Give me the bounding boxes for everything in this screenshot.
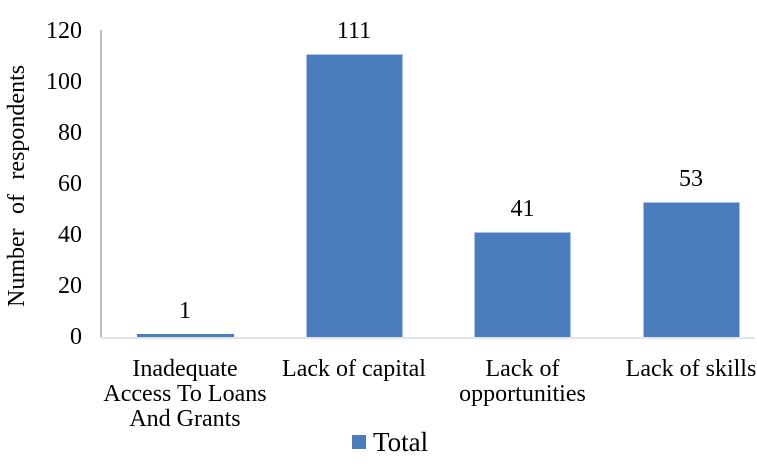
category-label-line: Inadequate [132,356,238,382]
category-label-line: Access To Loans [103,381,267,407]
category-label-line: And Grants [129,406,241,432]
category-label: Lack of capital [264,357,444,382]
bar-1 [136,334,234,337]
bar-value-label: 111 [336,17,372,44]
y-tick-label: 120 [46,18,82,44]
bar-value-label: 41 [510,196,535,223]
category-label-line: Lack of skills [625,356,757,382]
bar-2 [305,53,403,337]
y-tick-label: 80 [58,120,82,146]
legend-total-label: Total [373,427,429,457]
category-label: Lack of skills [601,357,757,382]
y-tick-label: 0 [70,324,82,350]
x-axis-line [100,337,754,339]
bar-value-label: 53 [679,165,703,192]
category-label: Inadequate Access To Loans And Grants [95,357,275,432]
y-tick-label: 100 [46,69,82,95]
y-tick-label: 20 [58,273,82,299]
category-label-line: Lack of [485,356,560,382]
bar-value-label: 1 [179,298,191,325]
legend-total-swatch [352,435,366,449]
category-label: Lack of opportunities [433,357,613,407]
y-tick-label: 40 [58,222,82,248]
bar-4 [642,201,740,337]
category-label-line: opportunities [459,381,586,407]
bar-3 [474,232,571,337]
y-axis-line [100,30,102,339]
category-label-line: Lack of capital [282,356,426,382]
y-tick-label: 60 [58,171,82,197]
legend: Total [352,426,428,458]
